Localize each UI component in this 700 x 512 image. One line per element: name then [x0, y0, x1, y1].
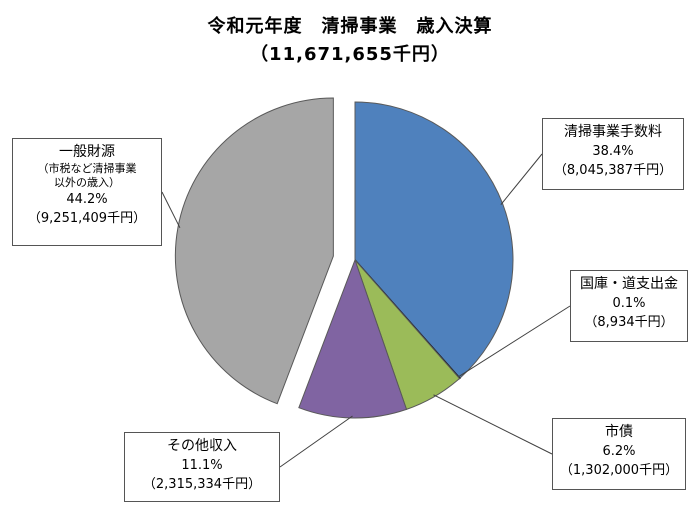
label-general-amount: （9,251,409千円） [27, 211, 147, 226]
label-bond-percent: 6.2% [602, 444, 636, 459]
label-fees-name: 清掃事業手数料 [564, 124, 662, 140]
slice-other [298, 258, 408, 419]
label-bond: 市債 6.2% （1,302,000千円） [552, 418, 686, 490]
label-subsidy-percent: 0.1% [612, 296, 646, 311]
slice-fees [354, 101, 514, 379]
label-general-note: （市税など清掃事業以外の歳入） [37, 162, 137, 189]
label-general-percent: 44.2% [66, 192, 108, 207]
label-fees-amount: （8,045,387千円） [553, 163, 673, 178]
label-other: その他収入 11.1% （2,315,334千円） [124, 432, 280, 502]
label-other-amount: （2,315,334千円） [142, 477, 262, 492]
label-other-percent: 11.1% [181, 458, 223, 473]
label-general: 一般財源 （市税など清掃事業以外の歳入） 44.2% （9,251,409千円） [12, 138, 162, 246]
chart-subtitle: （11,671,655千円） [250, 44, 450, 65]
label-fees-percent: 38.4% [592, 144, 634, 159]
slice-general [174, 97, 334, 405]
slice-other-leader-line [279, 415, 353, 468]
label-subsidy-name: 国庫・道支出金 [580, 276, 678, 292]
label-fees: 清掃事業手数料 38.4% （8,045,387千円） [542, 118, 684, 190]
label-subsidy-amount: （8,934千円） [584, 315, 674, 330]
label-bond-amount: （1,302,000千円） [559, 463, 679, 478]
slice-subsidy-leader-line [458, 305, 571, 378]
label-other-name: その他収入 [167, 438, 237, 454]
label-subsidy: 国庫・道支出金 0.1% （8,934千円） [570, 270, 688, 342]
chart-title: 令和元年度 清掃事業 歳入決算 [207, 16, 493, 37]
slice-bond-leader-line [433, 394, 553, 455]
slice-fees-leader-line [500, 153, 543, 205]
slice-general-leader-line [161, 191, 181, 229]
label-general-name: 一般財源 [59, 144, 115, 160]
label-bond-name: 市債 [605, 424, 633, 440]
